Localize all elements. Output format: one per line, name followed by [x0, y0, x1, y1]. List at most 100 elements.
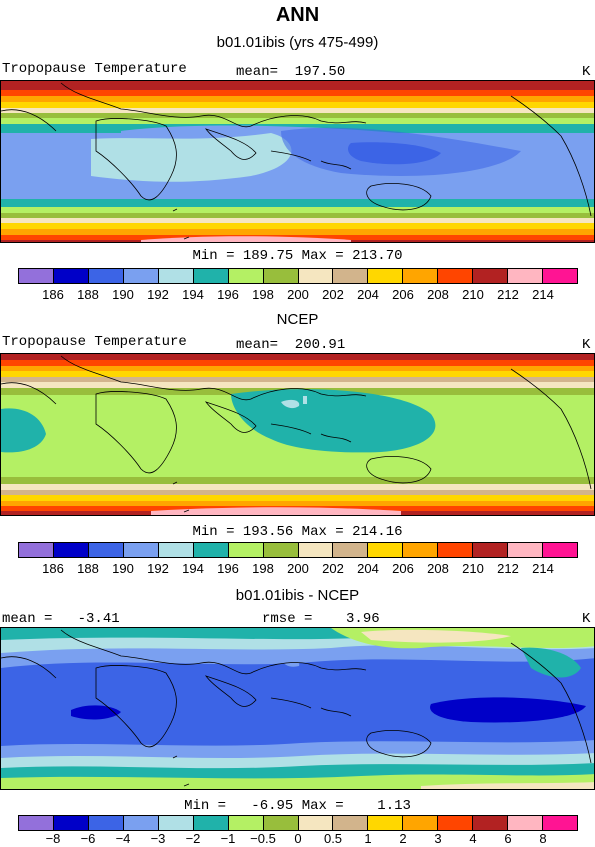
- colorbar-tick-label: 204: [357, 287, 379, 302]
- colorbar-tick-label: 210: [462, 287, 484, 302]
- panel-3-mean-label: mean = -3.41: [2, 611, 120, 627]
- colorbar-swatch: [123, 543, 159, 557]
- colorbar-swatch: [158, 816, 194, 830]
- colorbar-swatch: [228, 543, 264, 557]
- colorbar-tick-label: 186: [42, 561, 64, 576]
- panel-1-field-label: Tropopause Temperature: [2, 61, 187, 77]
- colorbar-swatch: [403, 269, 439, 283]
- colorbar-tick-label: 190: [112, 287, 134, 302]
- colorbar-tick-label: 194: [182, 561, 204, 576]
- colorbar-swatch: [438, 543, 474, 557]
- colorbar-swatch: [543, 269, 577, 283]
- panel-3-colorbar: [18, 815, 578, 831]
- colorbar-swatch: [228, 816, 264, 830]
- colorbar-tick-label: 200: [287, 287, 309, 302]
- colorbar-tick-label: 194: [182, 287, 204, 302]
- panel-1-units-label: K: [582, 64, 591, 80]
- colorbar-swatch: [88, 816, 124, 830]
- panel-2-map: [0, 353, 595, 516]
- colorbar-tick-label: 206: [392, 561, 414, 576]
- colorbar-swatch: [158, 543, 194, 557]
- colorbar-tick-label: 200: [287, 561, 309, 576]
- colorbar-swatch: [403, 816, 439, 830]
- colorbar-tick-label: −6: [80, 831, 96, 846]
- figure-title: ANN: [275, 4, 320, 26]
- colorbar-swatch: [368, 269, 404, 283]
- panel-1-map: [0, 80, 595, 243]
- colorbar-swatch: [263, 543, 299, 557]
- colorbar-tick-label: 210: [462, 561, 484, 576]
- colorbar-tick-label: 192: [147, 287, 169, 302]
- colorbar-tick-label: 212: [497, 287, 519, 302]
- panel-3-units-label: K: [582, 611, 591, 627]
- colorbar-swatch: [543, 543, 577, 557]
- colorbar-swatch: [123, 269, 159, 283]
- colorbar-tick-label: 202: [322, 561, 344, 576]
- panel-1-minmax: Min = 189.75 Max = 213.70: [192, 248, 403, 264]
- colorbar-swatch: [19, 543, 54, 557]
- colorbar-swatch: [19, 816, 54, 830]
- colorbar-tick-label: 8: [539, 831, 547, 846]
- colorbar-tick-label: 204: [357, 561, 379, 576]
- colorbar-tick-label: 196: [217, 561, 239, 576]
- panel-1-colorbar: [18, 268, 578, 284]
- colorbar-swatch: [508, 543, 544, 557]
- colorbar-swatch: [263, 269, 299, 283]
- panel-2-field-label: Tropopause Temperature: [2, 334, 187, 350]
- colorbar-tick-label: 1: [364, 831, 372, 846]
- panel-2-minmax: Min = 193.56 Max = 214.16: [192, 524, 403, 540]
- panel-3-map: [0, 627, 595, 790]
- colorbar-tick-label: 190: [112, 561, 134, 576]
- colorbar-swatch: [53, 816, 89, 830]
- colorbar-swatch: [88, 543, 124, 557]
- colorbar-swatch: [543, 816, 577, 830]
- panel-3-subtitle: b01.01ibis - NCEP: [235, 587, 360, 604]
- colorbar-swatch: [193, 816, 229, 830]
- colorbar-swatch: [438, 269, 474, 283]
- colorbar-tick-label: 3: [434, 831, 442, 846]
- colorbar-swatch: [473, 816, 509, 830]
- colorbar-tick-label: 198: [252, 561, 274, 576]
- colorbar-tick-label: 198: [252, 287, 274, 302]
- colorbar-swatch: [158, 269, 194, 283]
- colorbar-swatch: [123, 816, 159, 830]
- panel-3-rmse-label: rmse = 3.96: [262, 611, 380, 627]
- colorbar-swatch: [88, 269, 124, 283]
- panel-2-subtitle: NCEP: [276, 311, 319, 328]
- colorbar-tick-label: −8: [45, 831, 61, 846]
- colorbar-tick-label: 188: [77, 287, 99, 302]
- colorbar-tick-label: 196: [217, 287, 239, 302]
- colorbar-tick-label: 208: [427, 561, 449, 576]
- colorbar-swatch: [263, 816, 299, 830]
- panel-3-minmax: Min = -6.95 Max = 1.13: [184, 798, 411, 814]
- colorbar-tick-label: 214: [532, 561, 554, 576]
- colorbar-swatch: [53, 543, 89, 557]
- panel-3-colorbar-ticks: −8 −6 −4 −3 −2 −1 −0.5 0 0.5 1 2 3 4 6 8: [18, 831, 578, 847]
- colorbar-tick-label: −3: [150, 831, 166, 846]
- colorbar-tick-label: 214: [532, 287, 554, 302]
- colorbar-swatch: [298, 269, 334, 283]
- colorbar-tick-label: 192: [147, 561, 169, 576]
- colorbar-swatch: [333, 269, 369, 283]
- colorbar-swatch: [438, 816, 474, 830]
- colorbar-swatch: [298, 816, 334, 830]
- colorbar-swatch: [368, 816, 404, 830]
- panel-1-colorbar-ticks: 186 188 190 192 194 196 198 200 202 204 206 208 210 2…: [18, 287, 578, 303]
- colorbar-tick-label: 202: [322, 287, 344, 302]
- colorbar-tick-label: 188: [77, 561, 99, 576]
- colorbar-swatch: [403, 543, 439, 557]
- colorbar-swatch: [368, 543, 404, 557]
- colorbar-swatch: [298, 543, 334, 557]
- colorbar-swatch: [193, 269, 229, 283]
- colorbar-tick-label: −2: [185, 831, 201, 846]
- colorbar-swatch: [193, 543, 229, 557]
- colorbar-swatch: [19, 269, 54, 283]
- panel-2-units-label: K: [582, 337, 591, 353]
- colorbar-tick-label: 6: [504, 831, 512, 846]
- panel-1-subtitle: b01.01ibis (yrs 475-499): [216, 34, 379, 51]
- colorbar-swatch: [333, 816, 369, 830]
- colorbar-tick-label: −4: [115, 831, 131, 846]
- colorbar-tick-label: 2: [399, 831, 407, 846]
- colorbar-swatch: [333, 543, 369, 557]
- colorbar-swatch: [508, 816, 544, 830]
